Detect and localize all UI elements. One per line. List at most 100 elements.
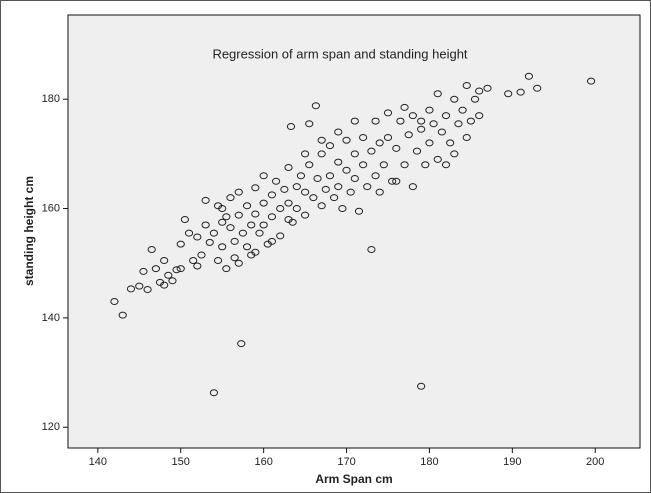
- point: [400, 103, 409, 111]
- point: [392, 144, 401, 152]
- point: [462, 133, 471, 141]
- point: [286, 123, 296, 131]
- point: [359, 161, 368, 169]
- y-tick-label: 140: [42, 312, 60, 324]
- point: [338, 205, 347, 213]
- point: [234, 259, 243, 267]
- point: [160, 281, 169, 289]
- point: [450, 150, 459, 158]
- point: [334, 128, 343, 136]
- point: [462, 82, 471, 90]
- point: [180, 215, 189, 223]
- point: [533, 84, 542, 92]
- point: [396, 117, 405, 125]
- x-tick-label: 140: [89, 456, 107, 468]
- point: [371, 117, 380, 125]
- point: [504, 90, 513, 98]
- point: [276, 205, 285, 213]
- point: [454, 120, 463, 128]
- x-tick-label: 170: [337, 456, 355, 468]
- point: [342, 136, 351, 144]
- x-tick-label: 160: [254, 456, 272, 468]
- point: [363, 183, 372, 191]
- point: [317, 150, 326, 158]
- point: [300, 188, 310, 196]
- point: [367, 246, 376, 254]
- point: [433, 90, 442, 98]
- point: [209, 389, 219, 397]
- point: [189, 256, 198, 264]
- plot-area: [67, 14, 641, 449]
- point: [168, 277, 177, 285]
- point: [483, 84, 492, 92]
- point: [359, 133, 368, 141]
- point: [334, 183, 343, 191]
- point: [226, 224, 235, 232]
- x-tick-label: 150: [172, 456, 190, 468]
- point: [305, 120, 314, 128]
- point: [172, 266, 181, 274]
- point: [139, 267, 148, 275]
- point: [317, 202, 326, 210]
- point: [383, 133, 393, 141]
- point: [392, 177, 401, 185]
- point: [470, 95, 480, 103]
- point: [292, 183, 301, 191]
- point: [242, 202, 252, 210]
- point: [193, 262, 202, 270]
- point: [309, 194, 318, 202]
- point: [251, 184, 260, 192]
- point: [524, 72, 534, 80]
- x-axis-title: Arm Span cm: [315, 472, 392, 486]
- point: [118, 311, 127, 319]
- point: [110, 297, 119, 305]
- point: [292, 205, 301, 213]
- point: [425, 106, 434, 114]
- point: [458, 106, 467, 114]
- point: [218, 218, 227, 226]
- point: [234, 188, 243, 196]
- point: [238, 229, 248, 237]
- point: [475, 112, 484, 120]
- point: [354, 207, 364, 215]
- point: [230, 254, 239, 262]
- point: [234, 211, 243, 219]
- point: [151, 265, 160, 273]
- point: [259, 221, 268, 229]
- point: [176, 265, 185, 273]
- point: [466, 117, 475, 125]
- point: [441, 112, 451, 120]
- y-tick-label: 120: [42, 421, 60, 433]
- point: [441, 161, 451, 169]
- point: [164, 271, 173, 279]
- point: [251, 248, 260, 256]
- point: [284, 215, 293, 223]
- point: [267, 213, 277, 221]
- point: [176, 240, 185, 248]
- x-tick-label: 190: [503, 456, 521, 468]
- point: [446, 139, 455, 147]
- point: [143, 285, 152, 293]
- point: [311, 102, 320, 110]
- point: [193, 233, 202, 241]
- point: [201, 221, 210, 229]
- point: [586, 77, 596, 85]
- point: [247, 221, 256, 229]
- point: [342, 166, 351, 174]
- point: [300, 211, 310, 219]
- point: [126, 285, 136, 293]
- y-tick-label: 160: [42, 202, 60, 214]
- point: [417, 382, 426, 390]
- point: [230, 237, 239, 245]
- point: [160, 256, 169, 264]
- point: [267, 191, 277, 199]
- point: [251, 210, 260, 218]
- point: [226, 194, 235, 202]
- point: [213, 256, 223, 264]
- point: [475, 87, 484, 95]
- point: [184, 229, 194, 237]
- y-tick-label: 180: [42, 93, 60, 105]
- point: [296, 172, 306, 180]
- point: [388, 177, 397, 185]
- point: [197, 251, 206, 259]
